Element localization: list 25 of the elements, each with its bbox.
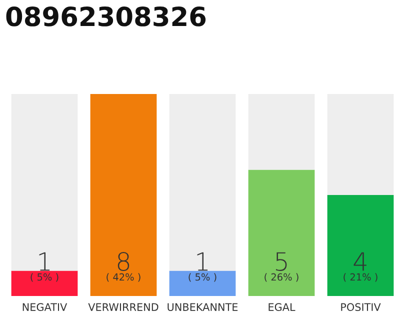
x-tick-label: POSITIV [341, 303, 381, 312]
chart-title: 08962308326 [6, 6, 206, 26]
bar [90, 94, 157, 296]
annotation: ( 26% ) [264, 273, 298, 282]
x-tick-label: NEGATIV [22, 303, 68, 312]
bar [327, 94, 394, 195]
bar [248, 94, 315, 170]
x-tick-label: VERWIRREND [88, 303, 158, 311]
bar [327, 195, 394, 296]
bar [11, 270, 78, 296]
data-label: 4 [354, 252, 366, 271]
x-tick-label: UNBEKANNTE [168, 303, 238, 312]
annotation: ( 5% ) [188, 273, 216, 282]
bar [248, 170, 315, 296]
data-label: 8 [118, 252, 130, 271]
data-label: 1 [197, 252, 208, 271]
x-tick-label: EGAL [268, 303, 296, 312]
bar [11, 94, 78, 271]
data-label: 1 [39, 252, 50, 271]
bar [169, 270, 236, 296]
bar [169, 94, 236, 271]
annotation: ( 42% ) [106, 273, 140, 282]
annotation: ( 5% ) [30, 273, 58, 282]
annotation: ( 21% ) [344, 273, 378, 282]
data-label: 5 [276, 252, 287, 271]
